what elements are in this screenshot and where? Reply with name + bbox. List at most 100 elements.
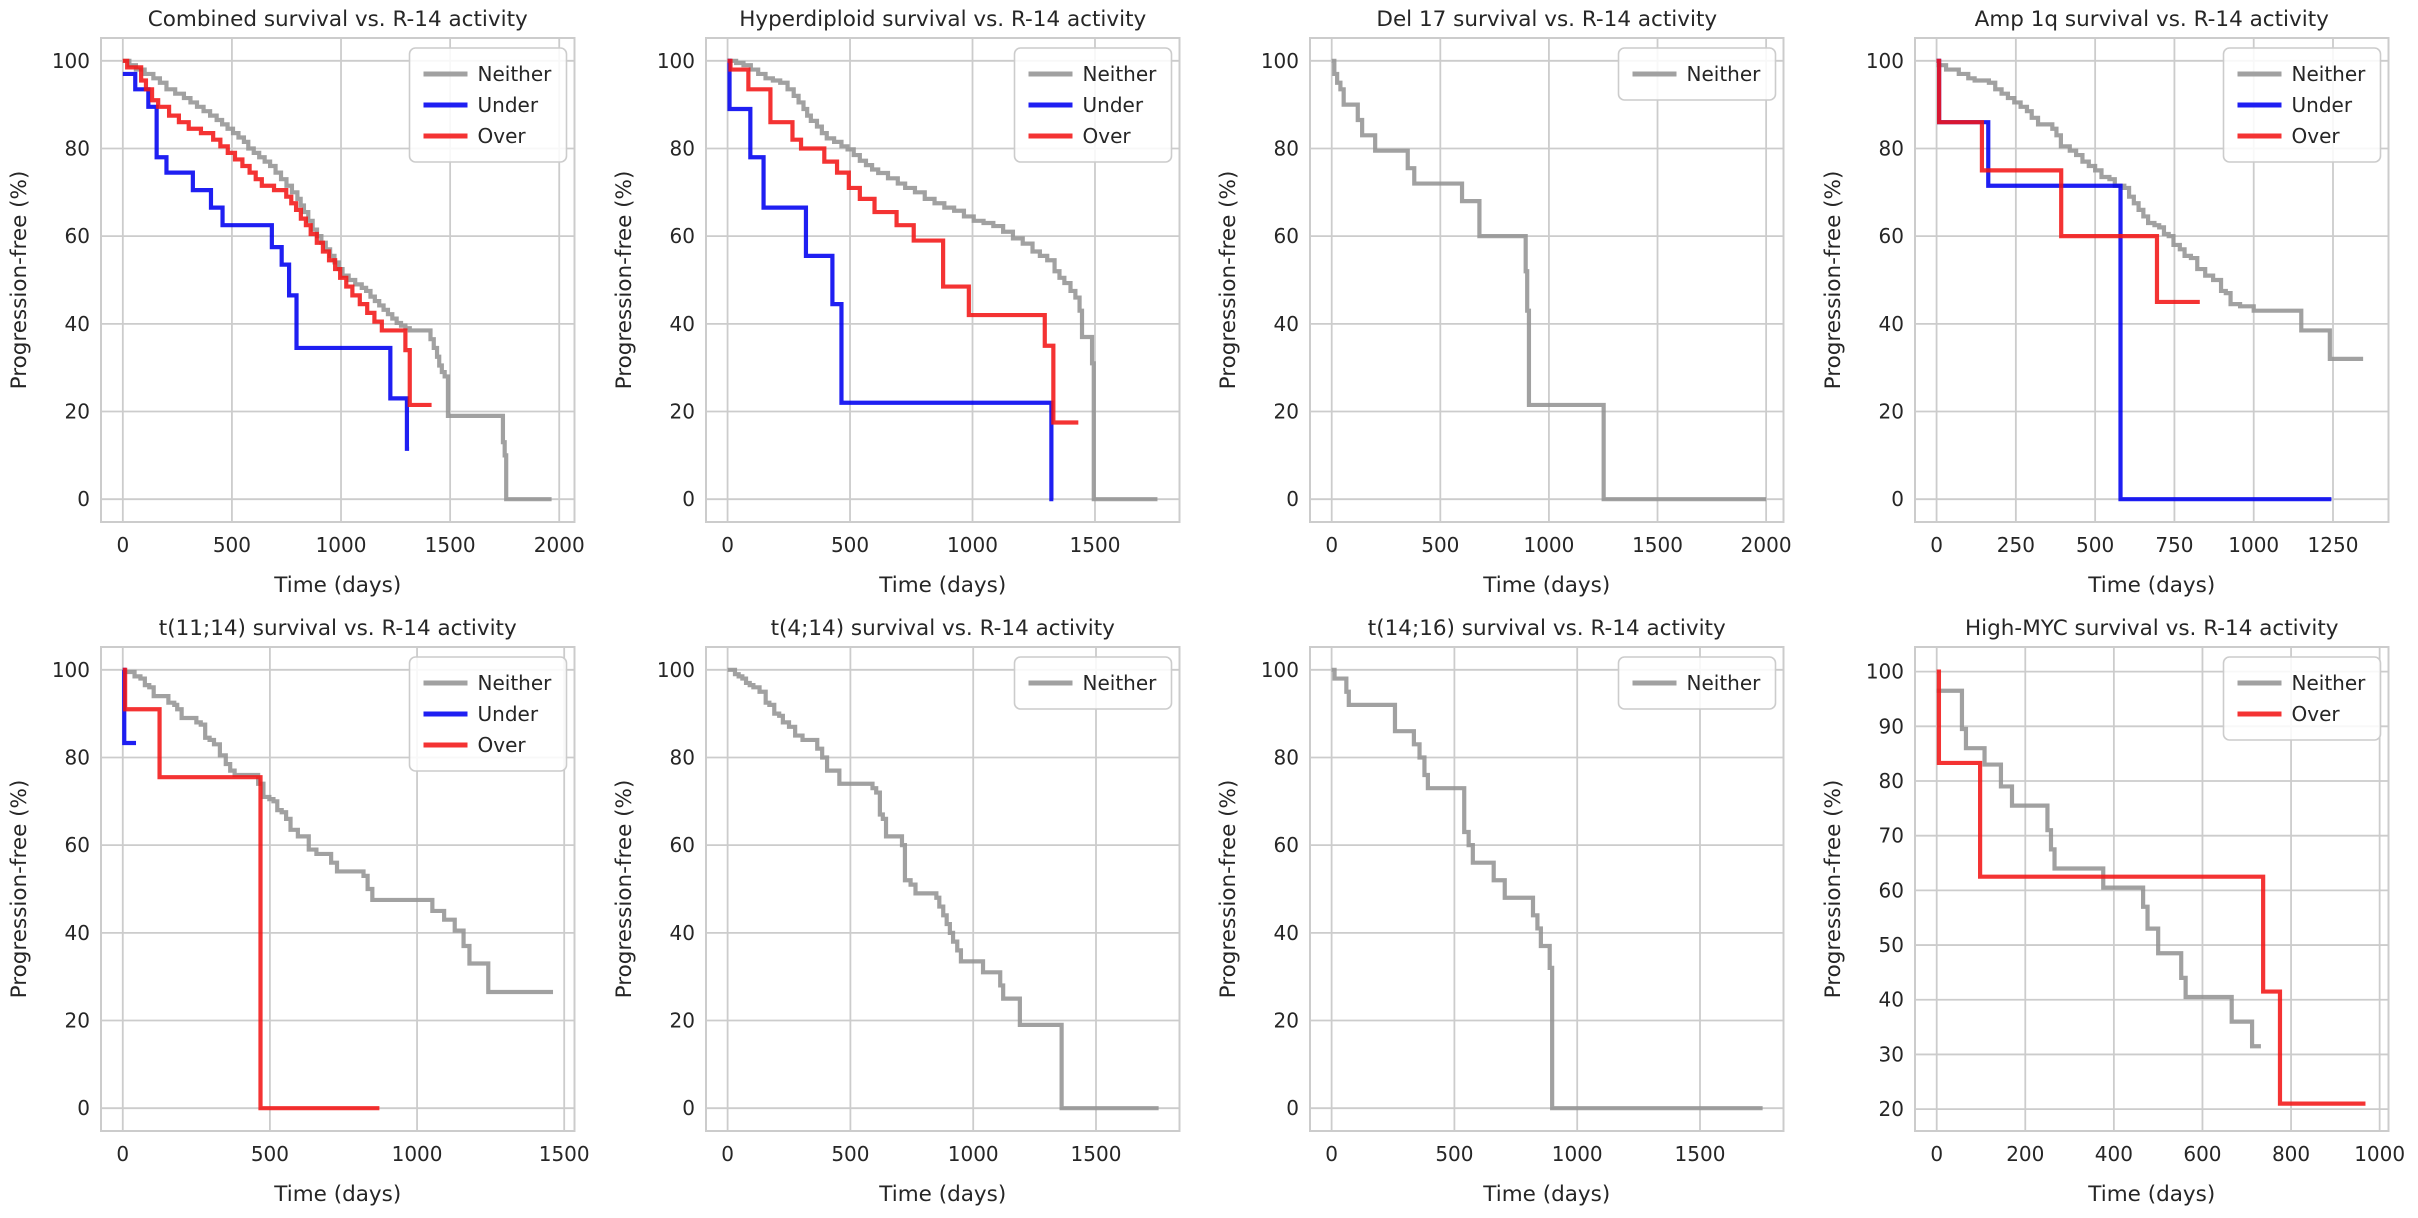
- legend: Neither Under Over: [408, 656, 568, 772]
- x-tick-label: 800: [2271, 1142, 2309, 1166]
- legend: Neither: [1617, 656, 1777, 710]
- axes-spines: [704, 646, 1180, 1132]
- legend-label: Under: [1082, 93, 1143, 117]
- y-tick-label: 0: [77, 487, 90, 511]
- y-tick-label: 20: [1274, 400, 1299, 424]
- y-axis-label: Progression-free (%): [612, 780, 637, 999]
- subplot-del-17: 0 500 1000 1500 2000 0 20 40 60 80 100 Time (days) P…: [1216, 7, 1792, 598]
- x-axis-label: Time (days): [1482, 1182, 1610, 1207]
- y-axis-label: Progression-free (%): [1216, 171, 1241, 390]
- x-tick-label: 750: [2155, 533, 2193, 557]
- legend: Neither: [1013, 656, 1172, 710]
- series-group: [122, 667, 554, 1111]
- plot-area: [1310, 647, 1784, 1131]
- x-tick-label: 1500: [425, 533, 476, 557]
- subplot-high-myc: 0 200 400 600 800 1000 20 30 40 50 60 70 80 90 100 Time…: [1821, 616, 2405, 1207]
- series-group: [1331, 667, 1763, 1111]
- y-tick-label: 80: [1878, 769, 1903, 793]
- series-line-neither: [1331, 667, 1763, 1111]
- y-tick-label: 70: [1878, 824, 1903, 848]
- axes-spines: [1913, 37, 2389, 523]
- y-axis-label: Progression-free (%): [1821, 780, 1846, 999]
- y-tick-label: 0: [682, 1096, 695, 1120]
- y-tick-label: 40: [65, 921, 90, 945]
- y-tick-label: 0: [1286, 1096, 1299, 1120]
- y-tick-label: 80: [669, 745, 694, 769]
- y-tick-label: 40: [1274, 312, 1299, 336]
- series-line-over: [1936, 669, 2365, 1106]
- y-tick-label: 20: [669, 400, 694, 424]
- chart-title: Amp 1q survival vs. R-14 activity: [1974, 7, 2329, 32]
- series-line-under: [122, 71, 410, 451]
- axes-spines: [1913, 646, 2389, 1132]
- plot-area: [1310, 38, 1784, 522]
- subplot-t-11-14: 0 500 1000 1500 0 20 40 60 80 100 Time (days) Progr…: [7, 616, 590, 1207]
- x-tick-label: 1250: [2307, 533, 2358, 557]
- x-tick-label: 1500: [1632, 533, 1683, 557]
- subplot-hyperdiploid: 0 500 1000 1500 0 20 40 60 80 100 Time (days) Progr…: [612, 7, 1180, 598]
- y-tick-label: 0: [1286, 487, 1299, 511]
- x-tick-label: 1000: [316, 533, 367, 557]
- series-line-over: [122, 667, 380, 1111]
- x-tick-label: 0: [721, 533, 734, 557]
- chart-title: Del 17 survival vs. R-14 activity: [1376, 7, 1717, 32]
- y-tick-label: 80: [1274, 136, 1299, 160]
- x-axis-label: Time (days): [273, 573, 401, 598]
- x-tick-label: 1000: [1552, 1142, 1603, 1166]
- x-tick-label: 500: [1435, 1142, 1473, 1166]
- y-tick-label: 20: [65, 400, 90, 424]
- x-axis-label: Time (days): [878, 573, 1006, 598]
- y-tick-label: 50: [1878, 933, 1903, 957]
- series-group: [1936, 669, 2365, 1106]
- x-tick-label: 500: [1421, 533, 1459, 557]
- x-tick-label: 0: [1325, 533, 1338, 557]
- x-tick-label: 1000: [392, 1142, 443, 1166]
- x-tick-label: 0: [1930, 533, 1943, 557]
- chart-title: t(14;16) survival vs. R-14 activity: [1368, 616, 1726, 641]
- legend-label: Over: [478, 733, 527, 757]
- subplot-t-4-14: 0 500 1000 1500 0 20 40 60 80 100 Time (days) Progr…: [612, 616, 1180, 1207]
- x-tick-label: 500: [831, 1142, 869, 1166]
- x-tick-label: 500: [251, 1142, 289, 1166]
- y-tick-label: 20: [65, 1009, 90, 1033]
- x-tick-label: 500: [213, 533, 251, 557]
- y-tick-label: 60: [1274, 833, 1299, 857]
- legend-label: Over: [478, 124, 527, 148]
- y-tick-label: 100: [52, 658, 90, 682]
- x-axis-label: Time (days): [273, 1182, 401, 1207]
- legend: Neither Over: [2222, 656, 2381, 741]
- legend-box: [1617, 47, 1777, 101]
- legend-box: [2222, 656, 2381, 741]
- series-line-over: [122, 58, 432, 408]
- axes-spines: [100, 37, 576, 523]
- x-tick-label: 500: [2076, 533, 2114, 557]
- legend-label: Over: [2291, 124, 2340, 148]
- x-tick-label: 0: [1930, 1142, 1943, 1166]
- legend-box: [1617, 656, 1777, 710]
- series-line-neither: [122, 669, 554, 995]
- x-tick-label: 1500: [1069, 533, 1120, 557]
- x-tick-label: 500: [830, 533, 868, 557]
- y-tick-label: 100: [1261, 49, 1299, 73]
- legend-label: Under: [478, 93, 539, 117]
- y-tick-label: 20: [669, 1009, 694, 1033]
- series-line-over: [727, 58, 1078, 425]
- y-tick-label: 0: [77, 1096, 90, 1120]
- x-axis-label: Time (days): [2087, 1182, 2215, 1207]
- y-tick-label: 40: [1878, 312, 1903, 336]
- y-tick-label: 0: [682, 487, 695, 511]
- chart-title: Hyperdiploid survival vs. R-14 activity: [739, 7, 1146, 32]
- x-tick-label: 2000: [534, 533, 585, 557]
- legend-label: Neither: [478, 62, 553, 86]
- x-axis-label: Time (days): [878, 1182, 1006, 1207]
- x-axis-label: Time (days): [2087, 573, 2215, 598]
- legend-label: Neither: [1687, 671, 1762, 695]
- series-group: [726, 58, 1157, 502]
- x-tick-label: 250: [1996, 533, 2034, 557]
- y-tick-label: 80: [65, 745, 90, 769]
- axes-spines: [1309, 646, 1785, 1132]
- series-line-neither: [727, 58, 1157, 502]
- y-tick-label: 60: [1274, 224, 1299, 248]
- y-tick-label: 80: [669, 136, 694, 160]
- series-group: [1936, 58, 2363, 502]
